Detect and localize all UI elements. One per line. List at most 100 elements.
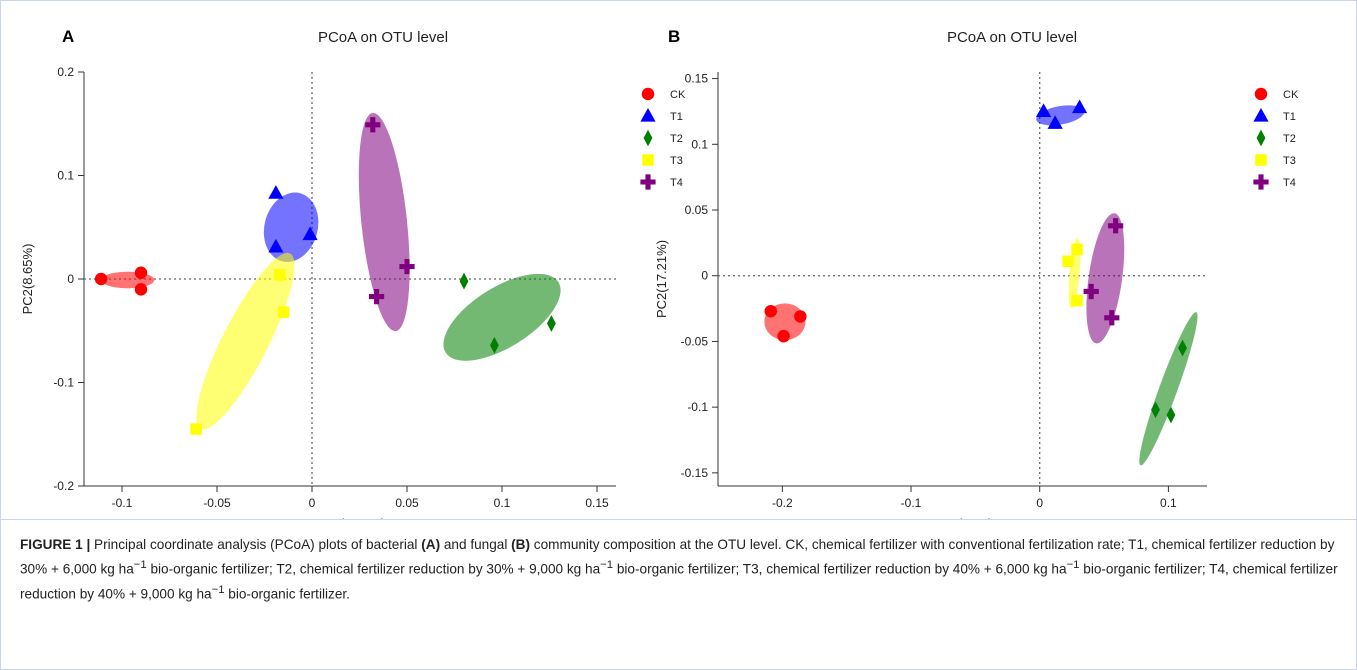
- legend-label-t2: T2: [1283, 133, 1296, 145]
- data-point-ck: [134, 283, 148, 296]
- figure-caption: FIGURE 1 | Principal coordinate analysis…: [20, 534, 1340, 604]
- data-point-t3: [277, 306, 290, 318]
- y-tick-label: -0.1: [687, 400, 708, 414]
- data-point-ck: [794, 310, 807, 323]
- chart-title: PCoA on OTU level: [318, 29, 448, 46]
- y-tick-label: 0.2: [57, 65, 74, 79]
- confidence-ellipse-t3: [1068, 237, 1081, 309]
- legend-label-ck: CK: [670, 89, 686, 101]
- pcoa-figure: A PCoA on OTU level -0.1 -0.05 0 0.05 0.1 0.15 -…: [20, 27, 1299, 520]
- confidence-ellipse-t2: [443, 273, 561, 361]
- panel-a: A PCoA on OTU level -0.1 -0.05 0 0.05 0.1 0.15 -…: [20, 27, 686, 520]
- legend-marker-t4: [640, 174, 656, 190]
- data-point-t3: [1071, 243, 1083, 256]
- data-point-t3: [1071, 294, 1083, 307]
- legend-marker-ck: [1254, 87, 1268, 101]
- caption-ref-b: (B): [511, 537, 531, 552]
- legend-marker-t2: [1256, 129, 1266, 147]
- x-axis-label: PC1(36%): [933, 516, 993, 520]
- data-point-t1: [268, 185, 284, 199]
- data-point-t2: [490, 336, 499, 354]
- data-point-t1: [1035, 103, 1052, 118]
- confidence-ellipse-t4: [358, 112, 410, 332]
- x-tick-label: 0: [309, 496, 316, 510]
- data-point-ck: [764, 304, 778, 318]
- caption-divider: [0, 519, 1357, 520]
- legend-marker-t1: [1253, 108, 1269, 122]
- x-tick-label: 0.05: [395, 496, 419, 510]
- legend-marker-t3: [642, 154, 654, 166]
- data-point-t3: [190, 423, 202, 435]
- data-point-t1: [268, 238, 284, 253]
- caption-text-1: Principal coordinate analysis (PCoA) plo…: [90, 537, 422, 552]
- chart-title: PCoA on OTU level: [947, 29, 1077, 46]
- data-point-ck: [777, 329, 790, 343]
- legend-marker-ck: [641, 87, 655, 101]
- panel-label: A: [62, 27, 74, 46]
- caption-text-6: bio-organic fertilizer; T4, chemical fer…: [20, 561, 1338, 602]
- caption-text-7: bio-organic fertilizer.: [224, 586, 350, 602]
- legend-label-ck: CK: [1283, 89, 1299, 101]
- caption-text-2: and fungal: [440, 537, 512, 552]
- x-tick-label: 0: [1036, 496, 1043, 510]
- caption-ref-a: (A): [421, 537, 441, 552]
- caption-sup-4: −1: [211, 583, 225, 596]
- confidence-ellipse-t4: [1086, 213, 1125, 344]
- x-tick-label: 0.1: [494, 496, 511, 510]
- data-point-t4: [1083, 283, 1099, 300]
- data-point-t3: [273, 269, 286, 281]
- caption-text-4: bio-organic fertilizer; T2, chemical fer…: [146, 561, 601, 577]
- x-tick-label: -0.1: [112, 496, 133, 510]
- legend-marker-t4: [1253, 174, 1269, 190]
- data-point-t2: [1178, 339, 1187, 357]
- data-point-t1: [1047, 115, 1063, 129]
- y-tick-label: 0: [701, 269, 708, 283]
- y-axis-label: PC2(8.65%): [20, 244, 35, 315]
- x-tick-label: 0.15: [585, 496, 609, 510]
- data-point-ck: [134, 266, 148, 280]
- panel-label: B: [668, 27, 680, 46]
- legend-marker-t1: [640, 108, 656, 122]
- legend-label-t4: T4: [1283, 177, 1296, 189]
- data-point-ck: [94, 272, 108, 286]
- data-point-t4: [399, 258, 415, 275]
- data-point-t2: [547, 315, 556, 332]
- legend-label-t2: T2: [670, 133, 683, 145]
- legend-marker-t2: [643, 129, 653, 147]
- y-tick-label: -0.2: [53, 479, 74, 493]
- y-tick-label: -0.05: [681, 334, 709, 348]
- y-tick-label: -0.1: [53, 376, 74, 390]
- x-tick-label: 0.1: [1160, 496, 1177, 510]
- data-point-t4: [365, 117, 381, 133]
- caption-text-3: community composition at the OTU level. …: [20, 537, 1335, 577]
- legend-marker-t3: [1255, 154, 1267, 166]
- y-tick-label: 0.1: [691, 137, 708, 151]
- data-point-t3: [1062, 255, 1074, 268]
- caption-lead: FIGURE 1 |: [20, 537, 91, 552]
- y-tick-label: -0.15: [681, 466, 709, 480]
- caption-sup-1: −1: [133, 559, 147, 571]
- y-tick-label: 0.15: [685, 72, 709, 86]
- caption-sup-3: −1: [1066, 559, 1080, 571]
- panel-b: B PCoA on OTU level -0.2 -0.1 0 0.1 -0.15 -0.1 -…: [654, 27, 1299, 520]
- data-point-t4: [1108, 218, 1124, 234]
- confidence-ellipse-t3: [196, 252, 295, 430]
- y-tick-label: 0: [67, 272, 74, 286]
- y-tick-label: 0.1: [57, 169, 74, 183]
- data-point-t2: [1166, 406, 1176, 424]
- legend-label-t1: T1: [1283, 111, 1296, 123]
- caption-sup-2: −1: [600, 559, 614, 571]
- legend-label-t1: T1: [670, 111, 683, 123]
- data-point-t4: [369, 288, 385, 305]
- data-point-t1: [302, 226, 318, 241]
- x-tick-label: -0.1: [901, 496, 922, 510]
- confidence-ellipse-t1: [1036, 105, 1085, 126]
- y-axis-label: PC2(17.21%): [654, 240, 669, 318]
- x-axis-label: PC1(9.97%): [315, 516, 386, 520]
- x-tick-label: -0.2: [772, 496, 793, 510]
- data-point-t4: [1104, 310, 1120, 326]
- legend-label-t4: T4: [670, 177, 683, 189]
- x-tick-label: -0.05: [203, 496, 231, 510]
- y-tick-label: 0.05: [685, 203, 709, 217]
- legend-label-t3: T3: [670, 155, 683, 167]
